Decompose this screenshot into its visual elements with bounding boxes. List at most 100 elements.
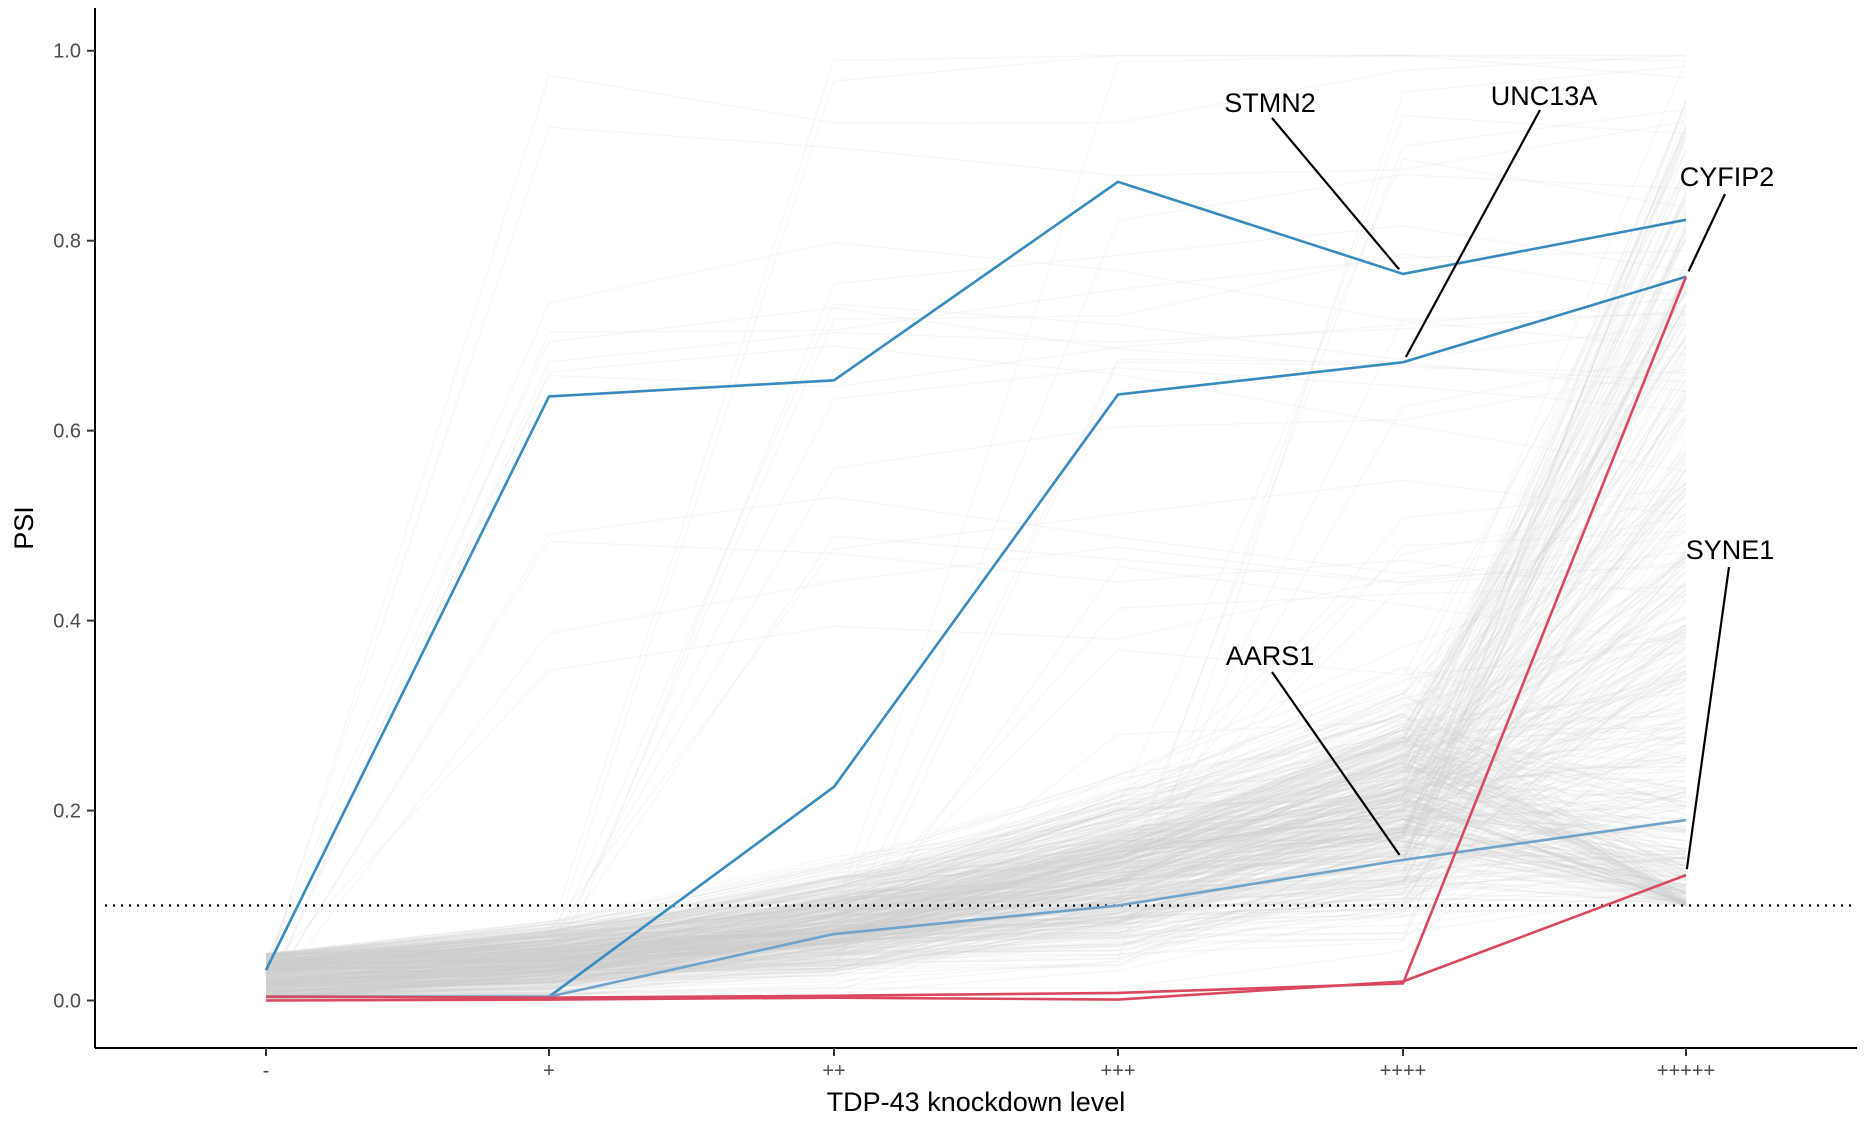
background-series-line (265, 562, 1687, 973)
background-series-line (265, 714, 1687, 965)
background-series-line (265, 779, 1687, 969)
background-series-line (265, 792, 1687, 969)
background-series-line (265, 715, 1687, 956)
background-series-line (265, 561, 1687, 965)
background-series-line (265, 588, 1687, 992)
y-tick-label: 0.8 (53, 231, 81, 253)
background-series-line (265, 795, 1687, 998)
background-series-line (265, 753, 1687, 972)
background-series-line (265, 565, 1687, 1001)
background-series-line (265, 318, 1687, 972)
background-series-line (265, 589, 1687, 970)
background-series-line (265, 649, 1687, 972)
background-series-line (265, 213, 1687, 983)
background-series-line (265, 875, 1687, 997)
background-series-line (265, 808, 1687, 963)
background-series-line (265, 192, 1687, 984)
background-series-line (265, 778, 1687, 967)
background-series-line (265, 670, 1687, 972)
background-series-line (265, 629, 1687, 989)
background-series-line (265, 806, 1687, 985)
background-series-line (265, 760, 1687, 962)
background-series-line (265, 563, 1687, 995)
background-series-line (265, 716, 1687, 963)
background-series-line (265, 125, 1687, 957)
background-series-line (265, 528, 1687, 956)
background-series-line (265, 671, 1687, 982)
background-series-line (265, 823, 1687, 990)
background-series-line (265, 590, 1687, 956)
background-series-line (265, 371, 1687, 1001)
background-series-line (265, 725, 1687, 979)
background-series-line (265, 662, 1687, 984)
background-series-line (265, 874, 1687, 974)
background-series-line (265, 670, 1687, 985)
background-series-line (265, 717, 1687, 990)
background-series-line (265, 393, 1687, 968)
background-series-line (265, 893, 1687, 1001)
background-series-line (265, 758, 1687, 966)
background-series-line (265, 788, 1687, 974)
background-series-line (265, 173, 1687, 996)
background-series-line (265, 722, 1687, 994)
background-series-line (265, 275, 1687, 966)
background-series-line (265, 728, 1687, 970)
background-series-line (265, 379, 1687, 967)
background-series-line (265, 635, 1687, 968)
background-series-line (265, 511, 1687, 967)
background-series-line (265, 105, 1687, 997)
background-series-line (265, 736, 1687, 987)
background-series-line (265, 740, 1687, 981)
background-series-line (265, 495, 1687, 960)
background-series-line (265, 418, 1687, 957)
background-series-line (265, 640, 1687, 991)
background-series-line (265, 54, 1687, 967)
background-series-line (265, 855, 1687, 987)
background-series-line (265, 174, 1687, 981)
background-series-line (265, 765, 1687, 969)
background-series-line (265, 755, 1687, 962)
background-series-line (265, 483, 1687, 972)
background-series-line (265, 235, 1687, 984)
background-series-line (265, 584, 1687, 962)
background-series-line (265, 743, 1687, 992)
background-series-line (265, 853, 1687, 973)
background-series-line (265, 824, 1687, 971)
background-series-line (265, 108, 1687, 962)
background-series-line (265, 758, 1687, 984)
background-series-line (265, 670, 1687, 955)
background-series-line (265, 740, 1687, 976)
x-tick-label: + (543, 1060, 555, 1082)
background-series-line (265, 279, 1687, 991)
background-series-line (265, 337, 1687, 981)
background-series-line (265, 541, 1687, 963)
background-series-line (265, 535, 1687, 977)
background-series-line (265, 855, 1687, 984)
background-series-line (265, 743, 1687, 965)
background-series-line (265, 355, 1687, 959)
background-series-line (265, 637, 1687, 973)
background-series-line (265, 120, 1687, 972)
background-series-line (265, 549, 1687, 991)
background-series-line (265, 692, 1687, 961)
background-series-line (265, 303, 1687, 970)
background-series-line (265, 631, 1687, 984)
background-series-line (265, 700, 1687, 978)
background-series-line (265, 790, 1687, 987)
x-axis-ticks: - + ++ +++ ++++ +++++ (263, 1048, 1715, 1082)
background-series-line (265, 305, 1687, 955)
x-tick-label: ++ (822, 1060, 845, 1082)
background-series-line (265, 721, 1687, 963)
background-series-line (265, 795, 1687, 971)
background-series-line (265, 210, 1687, 964)
background-series-line (265, 846, 1687, 983)
background-series-line (265, 827, 1687, 994)
background-series-line (265, 819, 1687, 993)
background-series-line (265, 817, 1687, 994)
background-series-line (265, 100, 1687, 987)
y-tick-label: 0.6 (53, 421, 81, 443)
background-series-line (265, 726, 1687, 966)
background-series-line (265, 488, 1687, 973)
background-series-line (265, 814, 1687, 999)
